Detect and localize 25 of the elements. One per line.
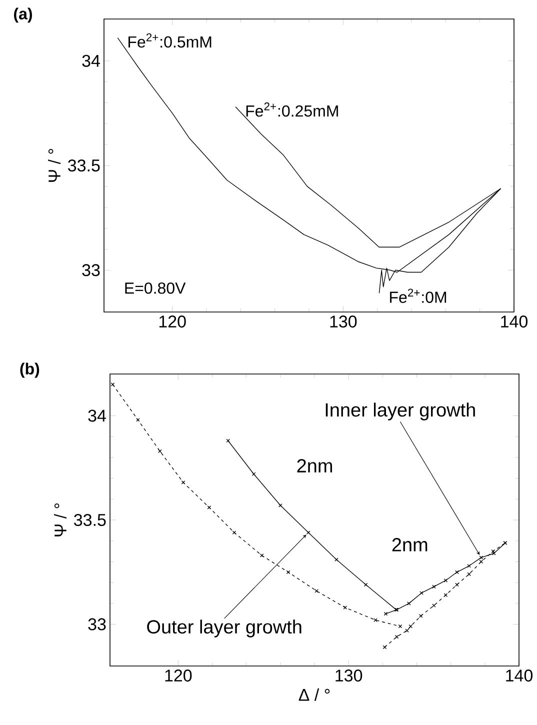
series-label: Fe$^{2+}$:0M — [390, 288, 446, 303]
annotation: Inner layer growth — [326, 402, 475, 420]
x-tick-label: 120 — [159, 316, 186, 328]
chart-title: (b) — [20, 362, 40, 378]
x-axis-title: Δ / ° — [298, 688, 330, 701]
y-tick-label: 33 — [88, 618, 106, 630]
x-tick-label: 140 — [501, 316, 528, 328]
annotation: Outer layer growth — [147, 620, 302, 638]
chart-title: (a) — [14, 8, 32, 23]
series-label: Fe$^{2+}$:0.5mM — [128, 33, 212, 48]
annotation: E=0.80V — [125, 282, 186, 294]
y-tick-label: 33.5 — [74, 514, 106, 526]
y-tick-label: 34 — [88, 410, 106, 422]
annotation: 2nm — [392, 538, 428, 552]
y-tick-label: 33.5 — [68, 159, 100, 172]
annotation: 2nm — [297, 459, 332, 472]
x-tick-label: 140 — [506, 670, 533, 682]
x-tick-label: 130 — [330, 316, 357, 328]
y-axis-title: Ψ / ° — [54, 503, 67, 536]
y-tick-label: 34 — [82, 54, 100, 67]
x-tick-label: 130 — [336, 670, 362, 682]
y-tick-label: 33 — [82, 264, 100, 276]
series-label: Fe$^{2+}$:0.25mM — [246, 102, 338, 117]
y-axis-title: Ψ / ° — [48, 148, 61, 182]
x-tick-label: 120 — [165, 670, 192, 682]
